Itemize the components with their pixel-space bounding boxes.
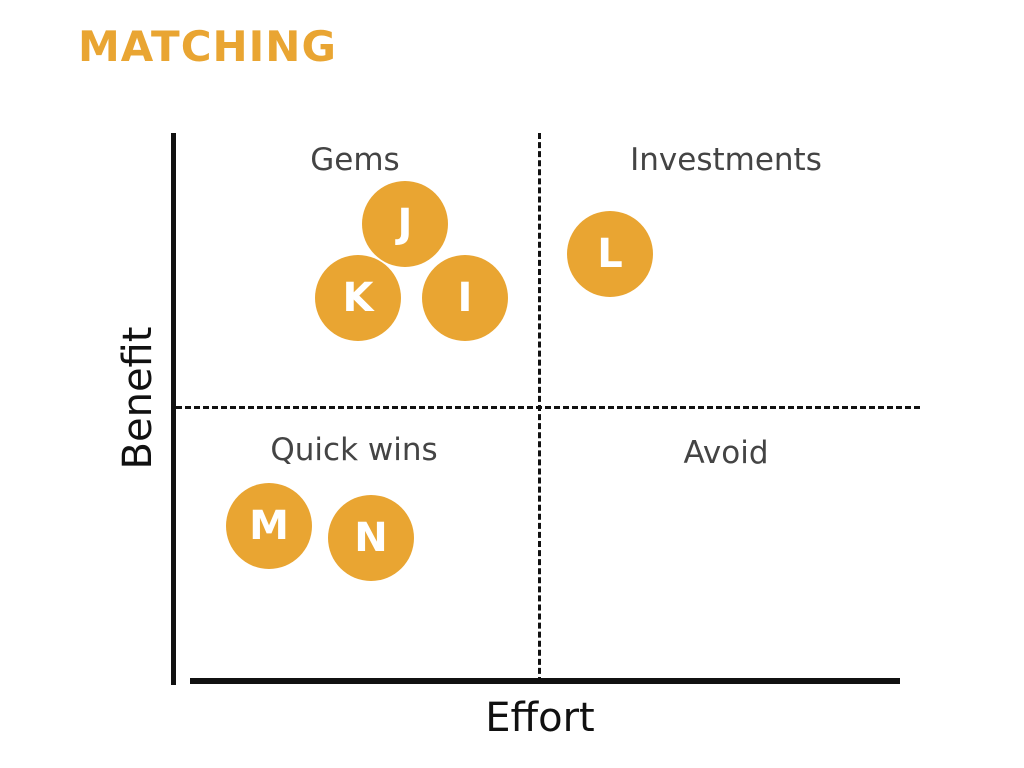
y-axis-label: Benefit	[115, 326, 161, 470]
item-bubble-l[interactable]: L	[567, 211, 653, 297]
x-axis-label: Effort	[485, 695, 595, 741]
quadrant-label-quick-wins: Quick wins	[270, 432, 438, 468]
quadrant-label-investments: Investments	[630, 142, 822, 178]
item-bubble-i[interactable]: I	[422, 255, 508, 341]
benefit-axis-line	[171, 133, 176, 685]
item-bubble-j[interactable]: J	[362, 181, 448, 267]
quadrant-label-avoid: Avoid	[683, 435, 769, 471]
item-bubble-k[interactable]: K	[315, 255, 401, 341]
quadrant-label-gems: Gems	[310, 142, 400, 178]
page-title: MATCHING	[78, 22, 337, 71]
effort-axis-line	[190, 678, 900, 684]
item-bubble-m[interactable]: M	[226, 483, 312, 569]
item-bubble-n[interactable]: N	[328, 495, 414, 581]
horizontal-divider	[176, 406, 920, 409]
